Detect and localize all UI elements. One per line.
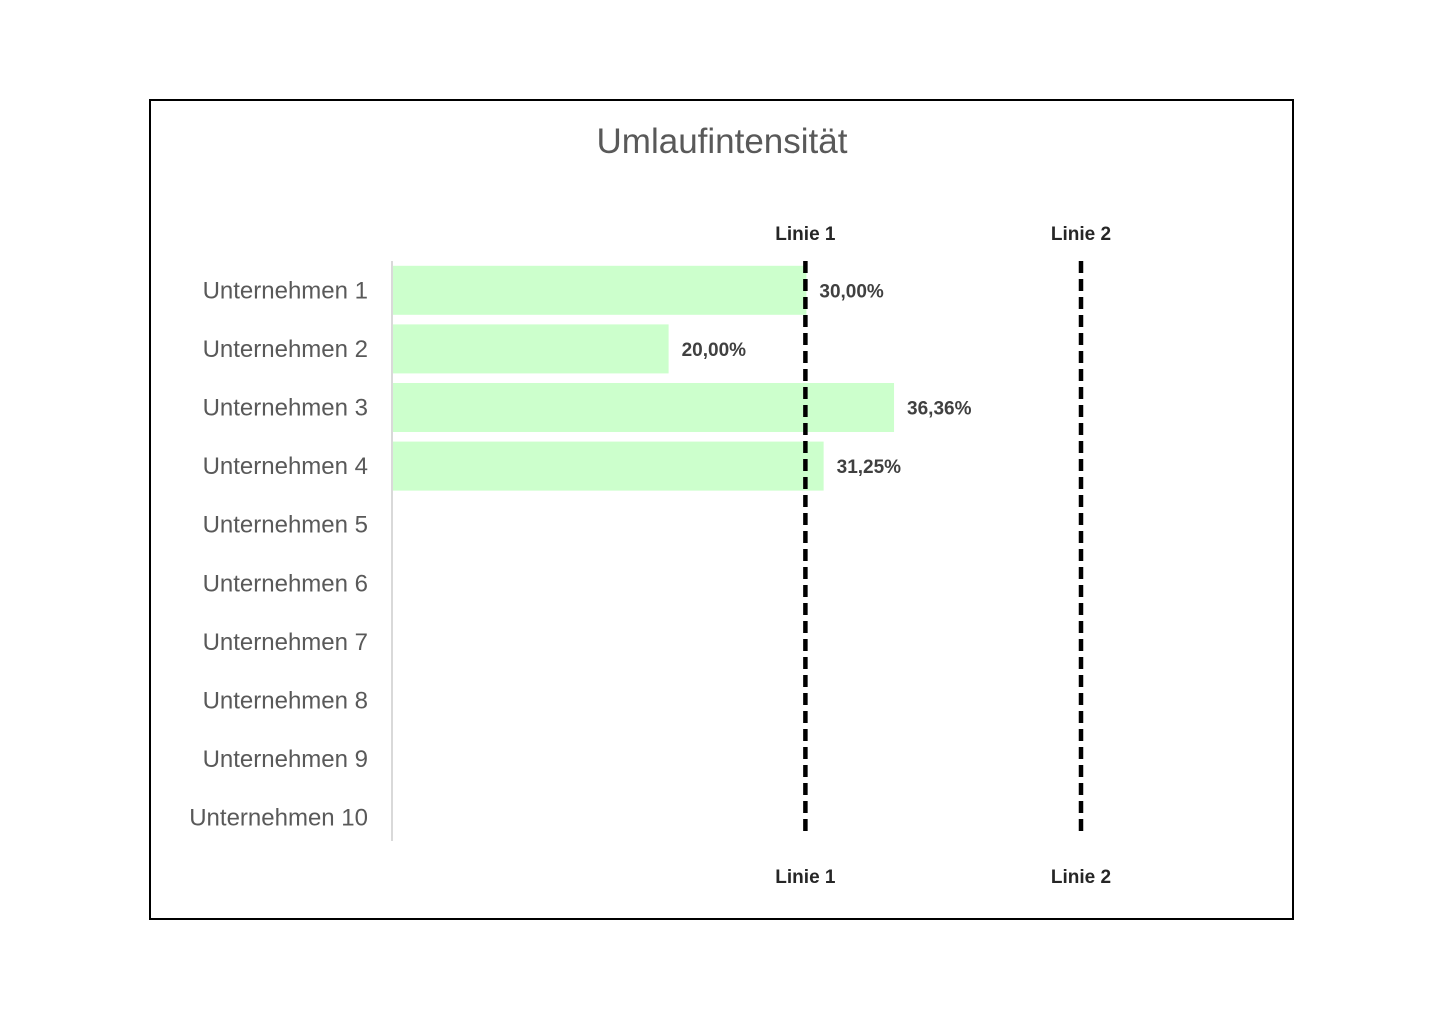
reference-line-label-top: Linie 2 <box>1051 224 1111 245</box>
data-label: 36,36% <box>907 399 972 420</box>
category-label: Unternehmen 4 <box>203 453 368 480</box>
category-label: Unternehmen 6 <box>203 570 368 597</box>
reference-line-label-bottom: Linie 1 <box>775 867 836 888</box>
plot-area: Unternehmen 1 30,00% Unternehmen 2 20,00% Un… <box>189 224 1111 888</box>
chart-frame <box>149 99 1294 920</box>
category-label: Unternehmen 8 <box>203 688 368 715</box>
category-label: Unternehmen 3 <box>203 395 368 422</box>
bar <box>393 324 669 374</box>
category-label: Unternehmen 2 <box>203 336 368 363</box>
reference-line-label-bottom: Linie 2 <box>1051 867 1111 888</box>
category-label: Unternehmen 7 <box>203 629 368 656</box>
category-label: Unternehmen 9 <box>203 746 368 773</box>
chart-title: Umlaufintensität <box>597 122 848 161</box>
bar <box>393 441 824 491</box>
category-label: Unternehmen 10 <box>189 805 368 832</box>
data-label: 30,00% <box>819 281 884 302</box>
category-label: Unternehmen 1 <box>203 277 368 304</box>
data-label: 31,25% <box>837 457 902 478</box>
category-label: Unternehmen 5 <box>203 512 368 539</box>
bar <box>393 265 807 315</box>
bar <box>393 383 895 432</box>
reference-line-label-top: Linie 1 <box>775 224 836 245</box>
data-label: 20,00% <box>682 340 747 361</box>
